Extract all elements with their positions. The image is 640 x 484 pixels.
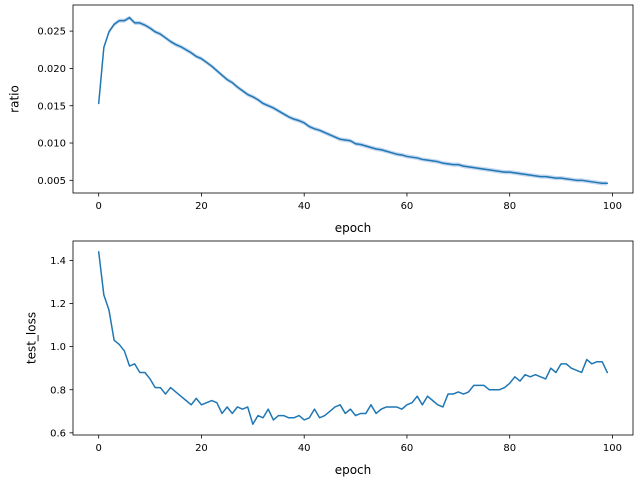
ratio-x-tick-label: 40: [298, 201, 311, 212]
test-loss-line-layer: [97, 251, 609, 425]
test-loss-x-tick-label: 40: [298, 443, 311, 454]
test-loss-y-tick-label: 1.4: [50, 256, 66, 267]
test-loss-y-tick-label: 1.0: [50, 342, 66, 353]
ratio-x-tick-label: 100: [603, 201, 622, 212]
ratio-x-tick-label: 80: [503, 201, 516, 212]
test-loss-x-ticks: 0 20 40 60 80 100: [96, 435, 622, 454]
ratio-y-tick-label: 0.020: [37, 64, 66, 75]
test-loss-subplot: 0 20 40 60 80 100 0.6 0.8 1.0 1.2 1.4 epoch test_…: [25, 240, 634, 477]
test-loss-y-ticks: 0.6 0.8 1.0 1.2 1.4: [50, 256, 73, 439]
test-loss-y-tick-label: 1.2: [50, 299, 66, 310]
ratio-x-tick-label: 20: [195, 201, 208, 212]
ratio-subplot: 0 20 40 60 80 100 0.005 0.010 0.015 0.020 0.025 e…: [8, 4, 634, 235]
test-loss-axes-frame: [72, 240, 634, 436]
ratio-y-tick-label: 0.005: [37, 176, 66, 187]
ratio-y-ticks: 0.005 0.010 0.015 0.020 0.025: [37, 27, 73, 187]
test-loss-x-axis-label: epoch: [335, 463, 372, 477]
ratio-x-tick-label: 0: [96, 201, 102, 212]
test-loss-x-tick-label: 0: [96, 443, 102, 454]
test-loss-y-axis-label: test_loss: [25, 312, 39, 364]
test-loss-x-tick-label: 60: [401, 443, 414, 454]
ratio-y-tick-label: 0.015: [37, 101, 66, 112]
test-loss-y-tick-label: 0.6: [50, 428, 66, 439]
ratio-x-tick-label: 60: [401, 201, 414, 212]
ratio-y-tick-label: 0.025: [37, 27, 66, 38]
ratio-y-axis-label: ratio: [8, 85, 22, 113]
test-loss-series-line: [97, 251, 609, 425]
ratio-x-ticks: 0 20 40 60 80 100: [96, 193, 622, 212]
ratio-x-axis-label: epoch: [335, 221, 372, 235]
ratio-y-tick-label: 0.010: [37, 139, 66, 150]
test-loss-x-tick-label: 20: [195, 443, 208, 454]
ratio-series-line: [97, 16, 609, 185]
test-loss-x-tick-label: 80: [503, 443, 516, 454]
test-loss-y-tick-label: 0.8: [50, 385, 66, 396]
ratio-line-layer: [97, 16, 609, 185]
test-loss-x-tick-label: 100: [603, 443, 622, 454]
ratio-axes-frame: [72, 4, 634, 194]
